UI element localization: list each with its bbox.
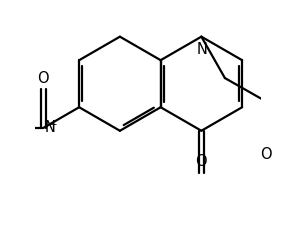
Text: O: O (37, 71, 49, 86)
Text: O: O (196, 154, 207, 169)
Text: N: N (45, 120, 56, 135)
Text: ⁻O: ⁻O (0, 120, 1, 135)
Text: N: N (196, 42, 207, 57)
Text: O: O (260, 147, 272, 162)
Text: +: + (49, 120, 57, 130)
